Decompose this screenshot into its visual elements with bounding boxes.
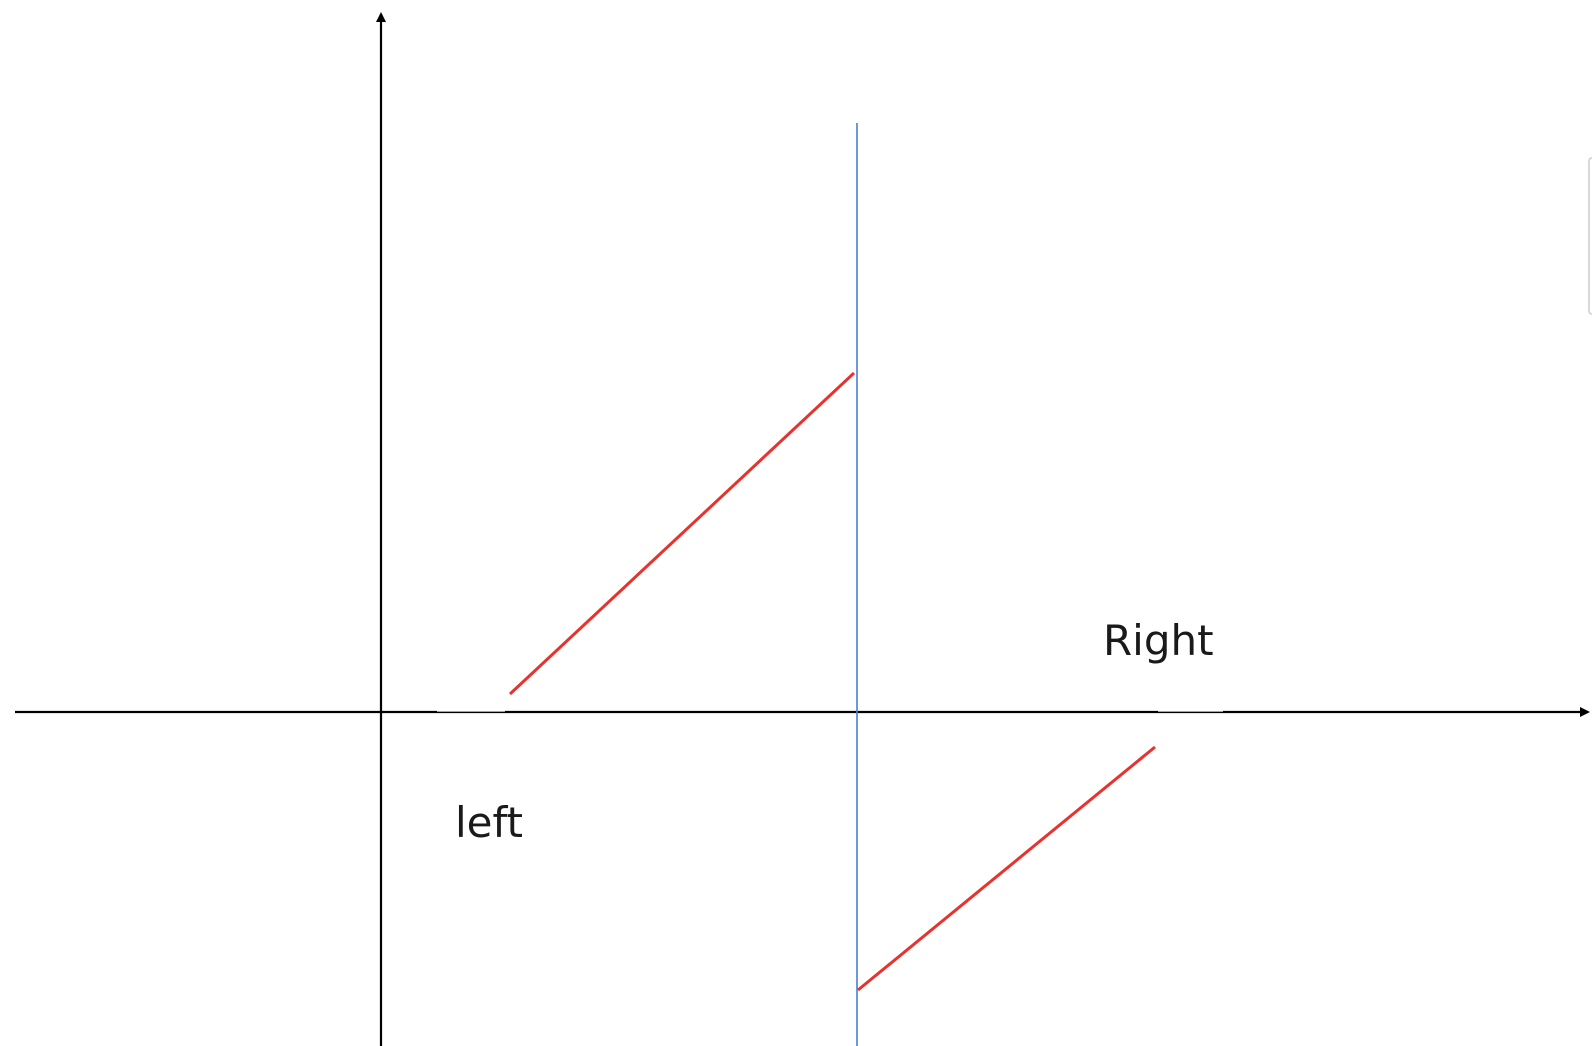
window-edge-handle bbox=[1588, 157, 1592, 315]
label-right: Right bbox=[1103, 616, 1214, 665]
right-segment bbox=[857, 745, 1156, 992]
left-segment bbox=[508, 371, 856, 696]
label-left: left bbox=[455, 798, 523, 847]
